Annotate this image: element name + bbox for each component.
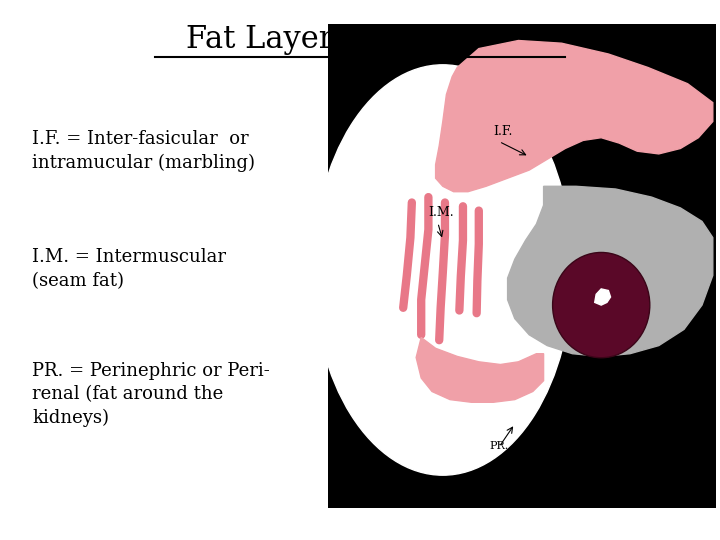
Polygon shape	[436, 40, 713, 192]
Text: I.F. = Inter-fasicular  or
intramucular (marbling): I.F. = Inter-fasicular or intramucular (…	[32, 130, 256, 172]
Text: PR.: PR.	[490, 441, 509, 451]
Text: Fat Layers and Depots: Fat Layers and Depots	[186, 24, 534, 55]
Polygon shape	[595, 289, 611, 305]
Ellipse shape	[313, 65, 572, 475]
Polygon shape	[508, 186, 713, 356]
Text: PR. = Perinephric or Peri-
renal (fat around the
kidneys): PR. = Perinephric or Peri- renal (fat ar…	[32, 362, 270, 427]
Bar	[328, 24, 716, 508]
Bar	[641, 462, 716, 508]
Polygon shape	[416, 338, 544, 402]
Text: I.M. = Intermuscular
(seam fat): I.M. = Intermuscular (seam fat)	[32, 248, 226, 290]
Text: I.M.: I.M.	[428, 206, 454, 219]
Text: I.F.: I.F.	[493, 125, 513, 138]
Ellipse shape	[552, 252, 649, 357]
